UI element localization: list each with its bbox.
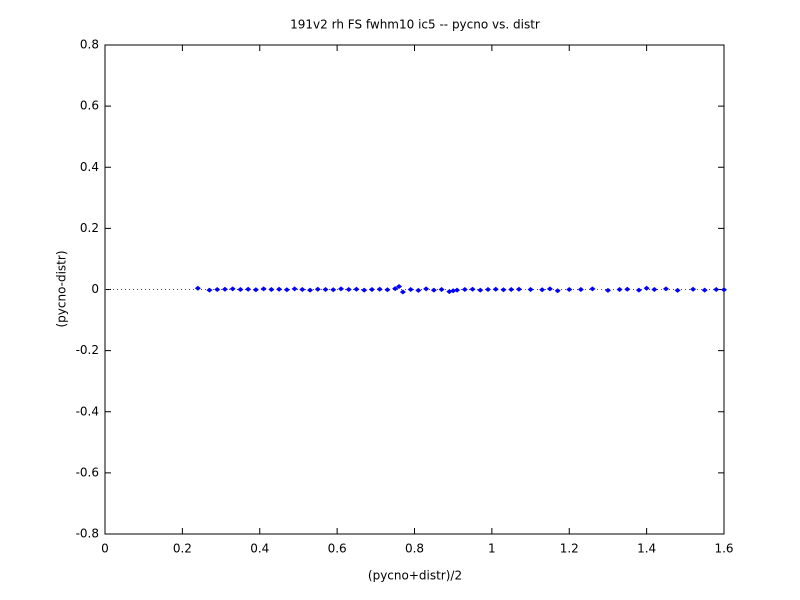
data-point	[674, 287, 681, 293]
y-tick-label: -0.4	[76, 404, 99, 418]
data-point	[566, 287, 573, 292]
data-point	[245, 286, 252, 292]
data-point	[291, 286, 298, 292]
data-point	[194, 285, 201, 291]
data-point	[589, 286, 596, 292]
data-point	[299, 287, 306, 292]
data-point	[307, 287, 314, 293]
y-tick-label: -0.8	[76, 527, 99, 541]
data-point	[438, 287, 445, 292]
data-point	[392, 286, 399, 292]
data-point	[415, 287, 422, 293]
data-point	[330, 287, 337, 293]
data-point	[477, 287, 484, 293]
data-point	[690, 286, 697, 292]
x-tick-label: 0	[101, 542, 109, 556]
chart-title: 191v2 rh FS fwhm10 ic5 -- pycno vs. dist…	[290, 18, 540, 32]
data-point	[252, 287, 259, 293]
data-point	[500, 287, 507, 293]
data-point	[651, 287, 658, 292]
data-point	[508, 287, 515, 292]
data-point	[260, 286, 267, 292]
data-point	[368, 287, 375, 292]
data-point	[721, 287, 727, 293]
data-point	[430, 287, 437, 293]
data-point	[527, 287, 534, 292]
y-axis-label: (pycno-distr)	[55, 250, 69, 327]
data-point	[214, 287, 221, 292]
data-point	[624, 286, 631, 292]
data-point	[454, 287, 461, 293]
data-point	[237, 287, 244, 292]
data-point	[539, 287, 546, 293]
data-point	[337, 286, 344, 292]
x-tick-label: 0.8	[405, 542, 424, 556]
data-point	[701, 287, 708, 293]
x-axis-label: (pycno+distr)/2	[368, 569, 462, 583]
data-point	[407, 287, 414, 292]
data-point	[554, 288, 561, 294]
data-point	[469, 286, 476, 292]
x-tick-label: 1.6	[714, 542, 733, 556]
y-tick-label: 0.4	[80, 160, 99, 174]
data-point	[384, 287, 391, 293]
x-tick-label: 1.2	[560, 542, 579, 556]
data-point	[461, 287, 468, 292]
data-point	[492, 286, 499, 292]
x-tick-label: 1	[488, 542, 496, 556]
y-tick-label: 0.6	[80, 99, 99, 113]
data-point	[423, 286, 430, 292]
y-tick-label: -0.2	[76, 343, 99, 357]
data-point	[577, 287, 584, 292]
data-point	[713, 287, 720, 292]
data-point	[206, 287, 213, 293]
data-point	[221, 286, 228, 292]
y-tick-label: 0.8	[80, 38, 99, 52]
data-point	[361, 287, 368, 293]
data-point	[353, 286, 360, 292]
data-point	[396, 283, 403, 289]
x-tick-label: 0.6	[328, 542, 347, 556]
x-tick-label: 0.2	[173, 542, 192, 556]
data-point	[643, 285, 650, 291]
data-point	[283, 287, 290, 293]
data-point	[450, 288, 457, 294]
data-point	[616, 287, 623, 292]
data-point	[515, 286, 522, 292]
data-point	[662, 286, 669, 292]
data-point	[399, 289, 406, 295]
data-point	[376, 286, 383, 292]
data-point	[314, 286, 321, 292]
data-point	[546, 286, 553, 292]
data-point	[635, 287, 642, 293]
data-point	[276, 286, 283, 292]
data-point	[345, 287, 352, 292]
y-tick-label: 0.2	[80, 221, 99, 235]
y-tick-label: -0.6	[76, 465, 99, 479]
data-point	[322, 287, 329, 292]
data-point	[268, 287, 275, 292]
y-tick-label: 0	[91, 282, 99, 296]
x-tick-label: 0.4	[250, 542, 269, 556]
data-point	[485, 287, 492, 292]
data-point	[604, 287, 611, 293]
data-point	[229, 286, 236, 292]
x-tick-label: 1.4	[637, 542, 656, 556]
